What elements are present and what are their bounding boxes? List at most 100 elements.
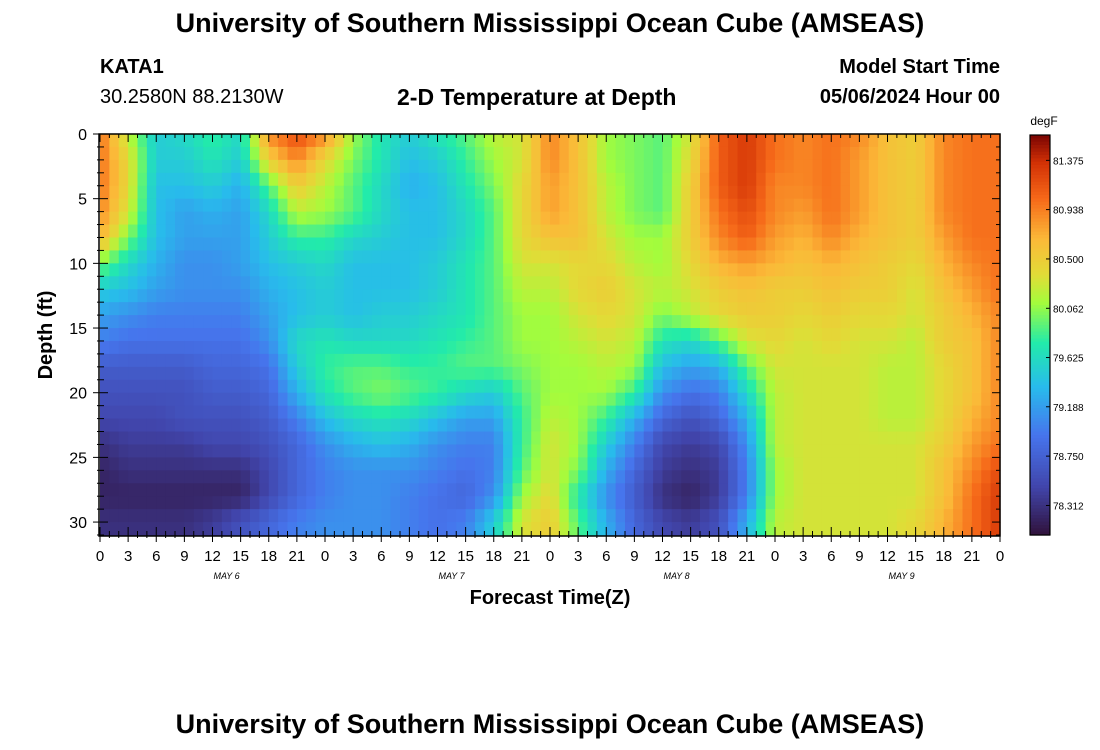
heatmap-cell	[606, 289, 617, 303]
heatmap-cell	[306, 379, 317, 394]
heatmap-cell	[540, 159, 551, 174]
heatmap-cell	[868, 211, 879, 226]
heatmap-cell	[362, 302, 373, 316]
heatmap-cell	[718, 302, 729, 316]
heatmap-cell	[250, 263, 260, 277]
heatmap-cell	[315, 134, 326, 148]
heatmap-cell	[493, 315, 504, 329]
heatmap-cell	[915, 353, 926, 368]
heatmap-cell	[625, 483, 635, 497]
heatmap-cell	[475, 237, 485, 252]
heatmap-cell	[625, 366, 635, 381]
heatmap-cell	[812, 185, 823, 200]
colorbar-swatch	[1030, 245, 1050, 249]
heatmap-cell	[953, 315, 964, 329]
heatmap-cell	[287, 405, 298, 420]
heatmap-cell	[371, 315, 382, 329]
heatmap-cell	[353, 185, 364, 200]
heatmap-cell	[221, 366, 232, 381]
heatmap-cell	[146, 392, 157, 407]
heatmap-cell	[531, 418, 542, 433]
heatmap-cell	[765, 198, 776, 213]
heatmap-cell	[765, 470, 776, 484]
heatmap-cell	[718, 250, 729, 264]
heatmap-cell	[428, 392, 439, 407]
heatmap-cell	[137, 185, 148, 200]
heatmap-cell	[821, 379, 832, 394]
heatmap-cell	[868, 250, 879, 264]
heatmap-cell	[268, 379, 279, 394]
heatmap-cell	[550, 483, 560, 497]
colorbar-swatch	[1030, 491, 1050, 496]
heatmap-cell	[934, 457, 945, 471]
heatmap-cell	[315, 418, 326, 433]
heatmap-cell	[934, 302, 945, 316]
heatmap-cell	[587, 340, 598, 355]
heatmap-cell	[606, 392, 617, 407]
heatmap-cell	[521, 211, 532, 226]
heatmap-cell	[700, 444, 710, 458]
heatmap-cell	[709, 211, 720, 226]
heatmap-cell	[737, 392, 748, 407]
heatmap-cell	[990, 224, 1001, 239]
heatmap-cell	[821, 276, 832, 290]
heatmap-cell	[812, 159, 823, 174]
heatmap-cell	[446, 289, 457, 303]
heatmap-cell	[118, 483, 129, 497]
heatmap-cell	[128, 211, 139, 226]
heatmap-cell	[971, 340, 982, 355]
heatmap-cell	[175, 483, 185, 497]
heatmap-cell	[540, 302, 551, 316]
heatmap-cell	[503, 444, 514, 458]
heatmap-cell	[250, 418, 260, 433]
heatmap-cell	[418, 289, 429, 303]
heatmap-cell	[212, 211, 223, 226]
heatmap-cell	[746, 418, 757, 433]
colorbar-swatch	[1030, 281, 1050, 286]
heatmap-cell	[746, 224, 757, 239]
heatmap-cell	[746, 366, 757, 381]
heatmap-cell	[981, 211, 992, 226]
heatmap-cell	[446, 392, 457, 407]
heatmap-cell	[653, 276, 664, 290]
heatmap-cell	[456, 172, 467, 187]
heatmap-cell	[390, 405, 401, 420]
heatmap-cell	[100, 522, 110, 536]
heatmap-cell	[212, 379, 223, 394]
heatmap-cell	[625, 263, 635, 277]
heatmap-cell	[465, 185, 476, 200]
heatmap-cell	[484, 496, 495, 510]
heatmap-cell	[756, 250, 767, 264]
heatmap-cell	[221, 444, 232, 458]
heatmap-cell	[625, 496, 635, 510]
heatmap-cell	[118, 366, 129, 381]
heatmap-cell	[568, 315, 579, 329]
heatmap-cell	[390, 224, 401, 239]
heatmap-cell	[362, 522, 373, 536]
heatmap-cell	[821, 431, 832, 446]
colorbar-tick-label: 80.500	[1053, 255, 1084, 266]
heatmap-cell	[418, 250, 429, 264]
heatmap-cell	[803, 276, 814, 290]
heatmap-cell	[362, 340, 373, 355]
heatmap-cell	[193, 418, 204, 433]
heatmap-cell	[428, 146, 439, 161]
heatmap-cell	[868, 444, 879, 458]
heatmap-cell	[896, 470, 907, 484]
heatmap-cell	[268, 276, 279, 290]
heatmap-cell	[981, 496, 992, 510]
heatmap-cell	[240, 211, 251, 226]
heatmap-cell	[878, 522, 889, 536]
heatmap-cell	[634, 405, 645, 420]
heatmap-cell	[568, 263, 579, 277]
heatmap-cell	[531, 470, 542, 484]
heatmap-cell	[184, 237, 195, 252]
heatmap-cell	[278, 470, 289, 484]
heatmap-cell	[540, 522, 551, 536]
heatmap-cell	[578, 444, 589, 458]
heatmap-cell	[512, 172, 523, 187]
heatmap-cell	[925, 146, 935, 161]
heatmap-cell	[175, 470, 185, 484]
heatmap-cell	[456, 470, 467, 484]
heatmap-cell	[465, 340, 476, 355]
